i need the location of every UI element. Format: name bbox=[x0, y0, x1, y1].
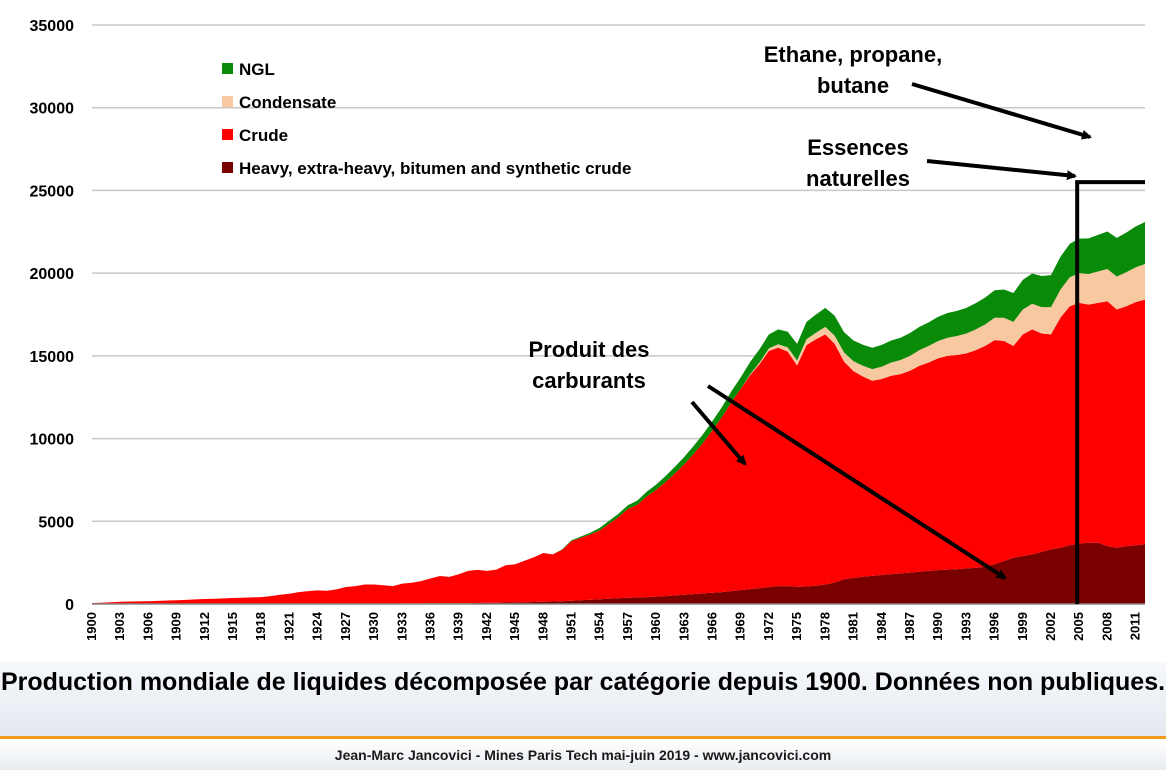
y-tick-label: 20000 bbox=[30, 266, 75, 283]
x-tick-label: 1912 bbox=[197, 612, 212, 641]
legend-swatch bbox=[222, 162, 233, 173]
x-tick-label: 1987 bbox=[902, 612, 917, 641]
x-tick-label: 1918 bbox=[253, 612, 268, 641]
grid bbox=[92, 24, 1145, 523]
x-tick-label: 1942 bbox=[479, 612, 494, 641]
x-tick-label: 2008 bbox=[1099, 612, 1114, 641]
x-tick-label: 1960 bbox=[648, 612, 663, 641]
annotation-ethane: butane bbox=[817, 73, 889, 98]
x-tick-label: 1927 bbox=[338, 612, 353, 641]
y-tick-label: 0 bbox=[65, 597, 74, 614]
x-tick-label: 1957 bbox=[620, 612, 635, 641]
x-tick-label: 2011 bbox=[1128, 612, 1143, 640]
x-tick-label: 1915 bbox=[225, 612, 240, 641]
x-tick-label: 1945 bbox=[507, 612, 522, 641]
legend: NGL Condensate Crude Heavy, extra-heavy, bi… bbox=[222, 60, 631, 178]
x-tick-label: 1900 bbox=[84, 612, 99, 641]
legend-swatch bbox=[222, 63, 233, 74]
annotation-produit: Produit des bbox=[528, 337, 649, 362]
x-tick-label: 1951 bbox=[563, 612, 578, 641]
chart: 0 5000 10000 15000 20000 25000 30000 35000 1900 1… bbox=[30, 18, 1145, 641]
x-tick-label: 1996 bbox=[987, 612, 1002, 641]
x-tick-label: 1984 bbox=[874, 611, 889, 641]
annotation-arrow bbox=[926, 159, 1077, 181]
legend-label: NGL bbox=[239, 60, 275, 79]
annotation-arrow bbox=[690, 400, 747, 466]
x-tick-label: 1963 bbox=[676, 612, 691, 641]
y-tick-label: 10000 bbox=[30, 432, 75, 449]
annotation-essences: Essences bbox=[807, 135, 909, 160]
area-series-1 bbox=[92, 299, 1145, 604]
legend-label: Crude bbox=[239, 126, 288, 145]
legend-label: Heavy, extra-heavy, bitumen and syntheti… bbox=[239, 159, 631, 178]
annotations: Ethane, propane, butane Essences naturelles… bbox=[528, 42, 1145, 604]
x-tick-label: 1993 bbox=[958, 612, 973, 641]
y-tick-label: 35000 bbox=[30, 18, 75, 35]
x-tick-label: 1972 bbox=[761, 612, 776, 641]
x-tick-label: 1975 bbox=[789, 612, 804, 641]
x-tick-label: 1990 bbox=[930, 612, 945, 641]
x-tick-label: 1903 bbox=[112, 612, 127, 641]
caption-band bbox=[0, 662, 1166, 736]
x-tick-label: 1978 bbox=[817, 612, 832, 641]
x-tick-label: 1921 bbox=[281, 612, 296, 641]
x-tick-label: 1924 bbox=[310, 611, 325, 641]
annotation-produit: carburants bbox=[532, 368, 646, 393]
x-tick-label: 2002 bbox=[1043, 612, 1058, 641]
x-tick-label: 1906 bbox=[140, 612, 155, 641]
y-tick-label: 30000 bbox=[30, 101, 75, 118]
y-tick-label: 15000 bbox=[30, 349, 75, 366]
x-tick-label: 2005 bbox=[1071, 612, 1086, 641]
annotation-ethane: Ethane, propane, bbox=[764, 42, 942, 67]
y-tick-label: 5000 bbox=[38, 514, 74, 531]
annotation-essences: naturelles bbox=[806, 166, 910, 191]
x-tick-label: 1933 bbox=[394, 612, 409, 641]
footer-band bbox=[0, 739, 1166, 770]
annotation-arrow bbox=[911, 82, 1092, 140]
area-series-0 bbox=[92, 542, 1145, 604]
footer-credit: Jean-Marc Jancovici - Mines Paris Tech m… bbox=[334, 747, 832, 763]
x-tick-label: 1948 bbox=[535, 612, 550, 641]
x-tick-label: 1999 bbox=[1015, 612, 1030, 641]
x-tick-label: 1981 bbox=[846, 612, 861, 641]
legend-swatch bbox=[222, 96, 233, 107]
footer-divider bbox=[0, 736, 1166, 739]
annotation-arrow bbox=[706, 384, 1007, 580]
x-tick-label: 1969 bbox=[733, 612, 748, 641]
chart-caption: Production mondiale de liquides décompos… bbox=[0, 668, 1166, 696]
x-tick-label: 1966 bbox=[705, 612, 720, 641]
plot-area bbox=[92, 222, 1145, 604]
x-tick-label: 1930 bbox=[366, 612, 381, 641]
x-tick-label: 1939 bbox=[451, 612, 466, 641]
legend-label: Condensate bbox=[239, 93, 336, 112]
axes: 0 5000 10000 15000 20000 25000 30000 35000 1900 1… bbox=[30, 18, 1145, 641]
x-tick-label: 1936 bbox=[422, 612, 437, 641]
x-tick-label: 1954 bbox=[592, 611, 607, 641]
y-tick-label: 25000 bbox=[30, 183, 75, 200]
x-tick-label: 1909 bbox=[169, 612, 184, 641]
legend-swatch bbox=[222, 129, 233, 140]
